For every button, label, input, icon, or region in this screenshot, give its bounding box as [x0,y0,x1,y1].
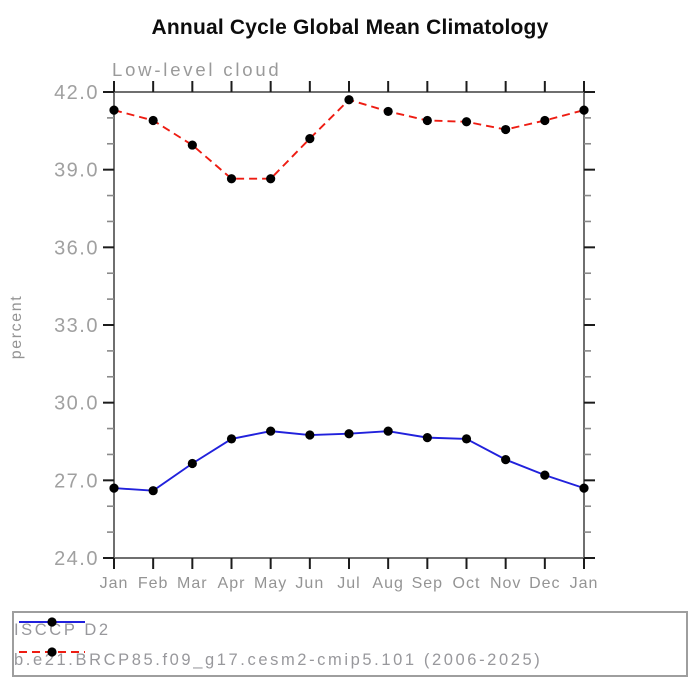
x-tick-label: Feb [138,575,169,592]
series-marker-0 [187,458,197,469]
x-tick-label: Apr [218,575,246,592]
series-line-1 [113,98,585,180]
legend-label-model: b.e21.BRCP85.f09_g17.cesm2-cmip5.101 (20… [14,650,543,669]
series-marker-1 [266,174,276,184]
x-tick-label: Jun [295,575,324,592]
series-marker-0 [266,426,276,436]
x-tick-label: Aug [372,575,403,592]
series-marker-1 [109,105,119,115]
series-marker-1 [501,124,511,135]
x-tick-label: Oct [453,575,481,592]
series-marker-0 [579,483,589,493]
x-tick-label: Jan [100,575,129,592]
legend-label-isccp: ISCCP D2 [14,620,111,639]
legend-sample-dashed-line-icon [19,647,85,657]
series-marker-1 [305,134,315,144]
series-marker-1 [148,115,158,126]
legend-row-model: b.e21.BRCP85.f09_g17.cesm2-cmip5.101 (20… [14,645,542,675]
y-tick-label: 42.0 [54,82,99,104]
series-marker-0 [540,470,550,480]
chart-title: Annual Cycle Global Mean Climatology [151,16,549,39]
x-tick-label: Dec [529,575,560,592]
series-marker-1 [187,140,197,150]
series-marker-0 [226,434,237,444]
plot-border [113,91,585,559]
series-marker-1 [344,95,354,105]
series-marker-0 [305,430,315,440]
x-tick-label: Jan [570,575,599,592]
x-tick-label: Jul [337,575,360,592]
series-line-0 [113,430,585,492]
chart-subtitle: Low-level cloud [112,59,282,80]
y-tick-label: 36.0 [54,237,99,259]
series-marker-0 [344,429,354,439]
y-tick-label: 24.0 [54,548,99,570]
x-tick-label: Sep [412,575,443,592]
series-marker-1 [540,115,550,126]
series-marker-1 [579,105,589,115]
series-marker-1 [422,115,432,126]
y-tick-label: 30.0 [54,393,99,415]
y-tick-label: 39.0 [54,160,99,182]
series-marker-0 [148,486,158,496]
x-tick-label: May [254,575,287,592]
series-marker-0 [501,455,511,465]
series-marker-0 [383,426,393,436]
series-marker-1 [226,174,237,184]
series-marker-0 [422,433,432,443]
series-marker-1 [461,117,472,127]
series-marker-1 [383,106,393,117]
y-tick-label: 27.0 [54,470,99,492]
legend: ISCCP D2 b.e21.BRCP85.f09_g17.cesm2-cmip… [12,611,688,677]
legend-row-isccp: ISCCP D2 [14,615,111,645]
legend-sample-solid-line-icon [19,617,85,627]
series-marker-0 [109,483,119,493]
y-tick-label: 33.0 [54,315,99,337]
series-marker-0 [461,434,472,444]
x-tick-label: Nov [490,575,521,592]
x-tick-label: Mar [177,575,208,592]
